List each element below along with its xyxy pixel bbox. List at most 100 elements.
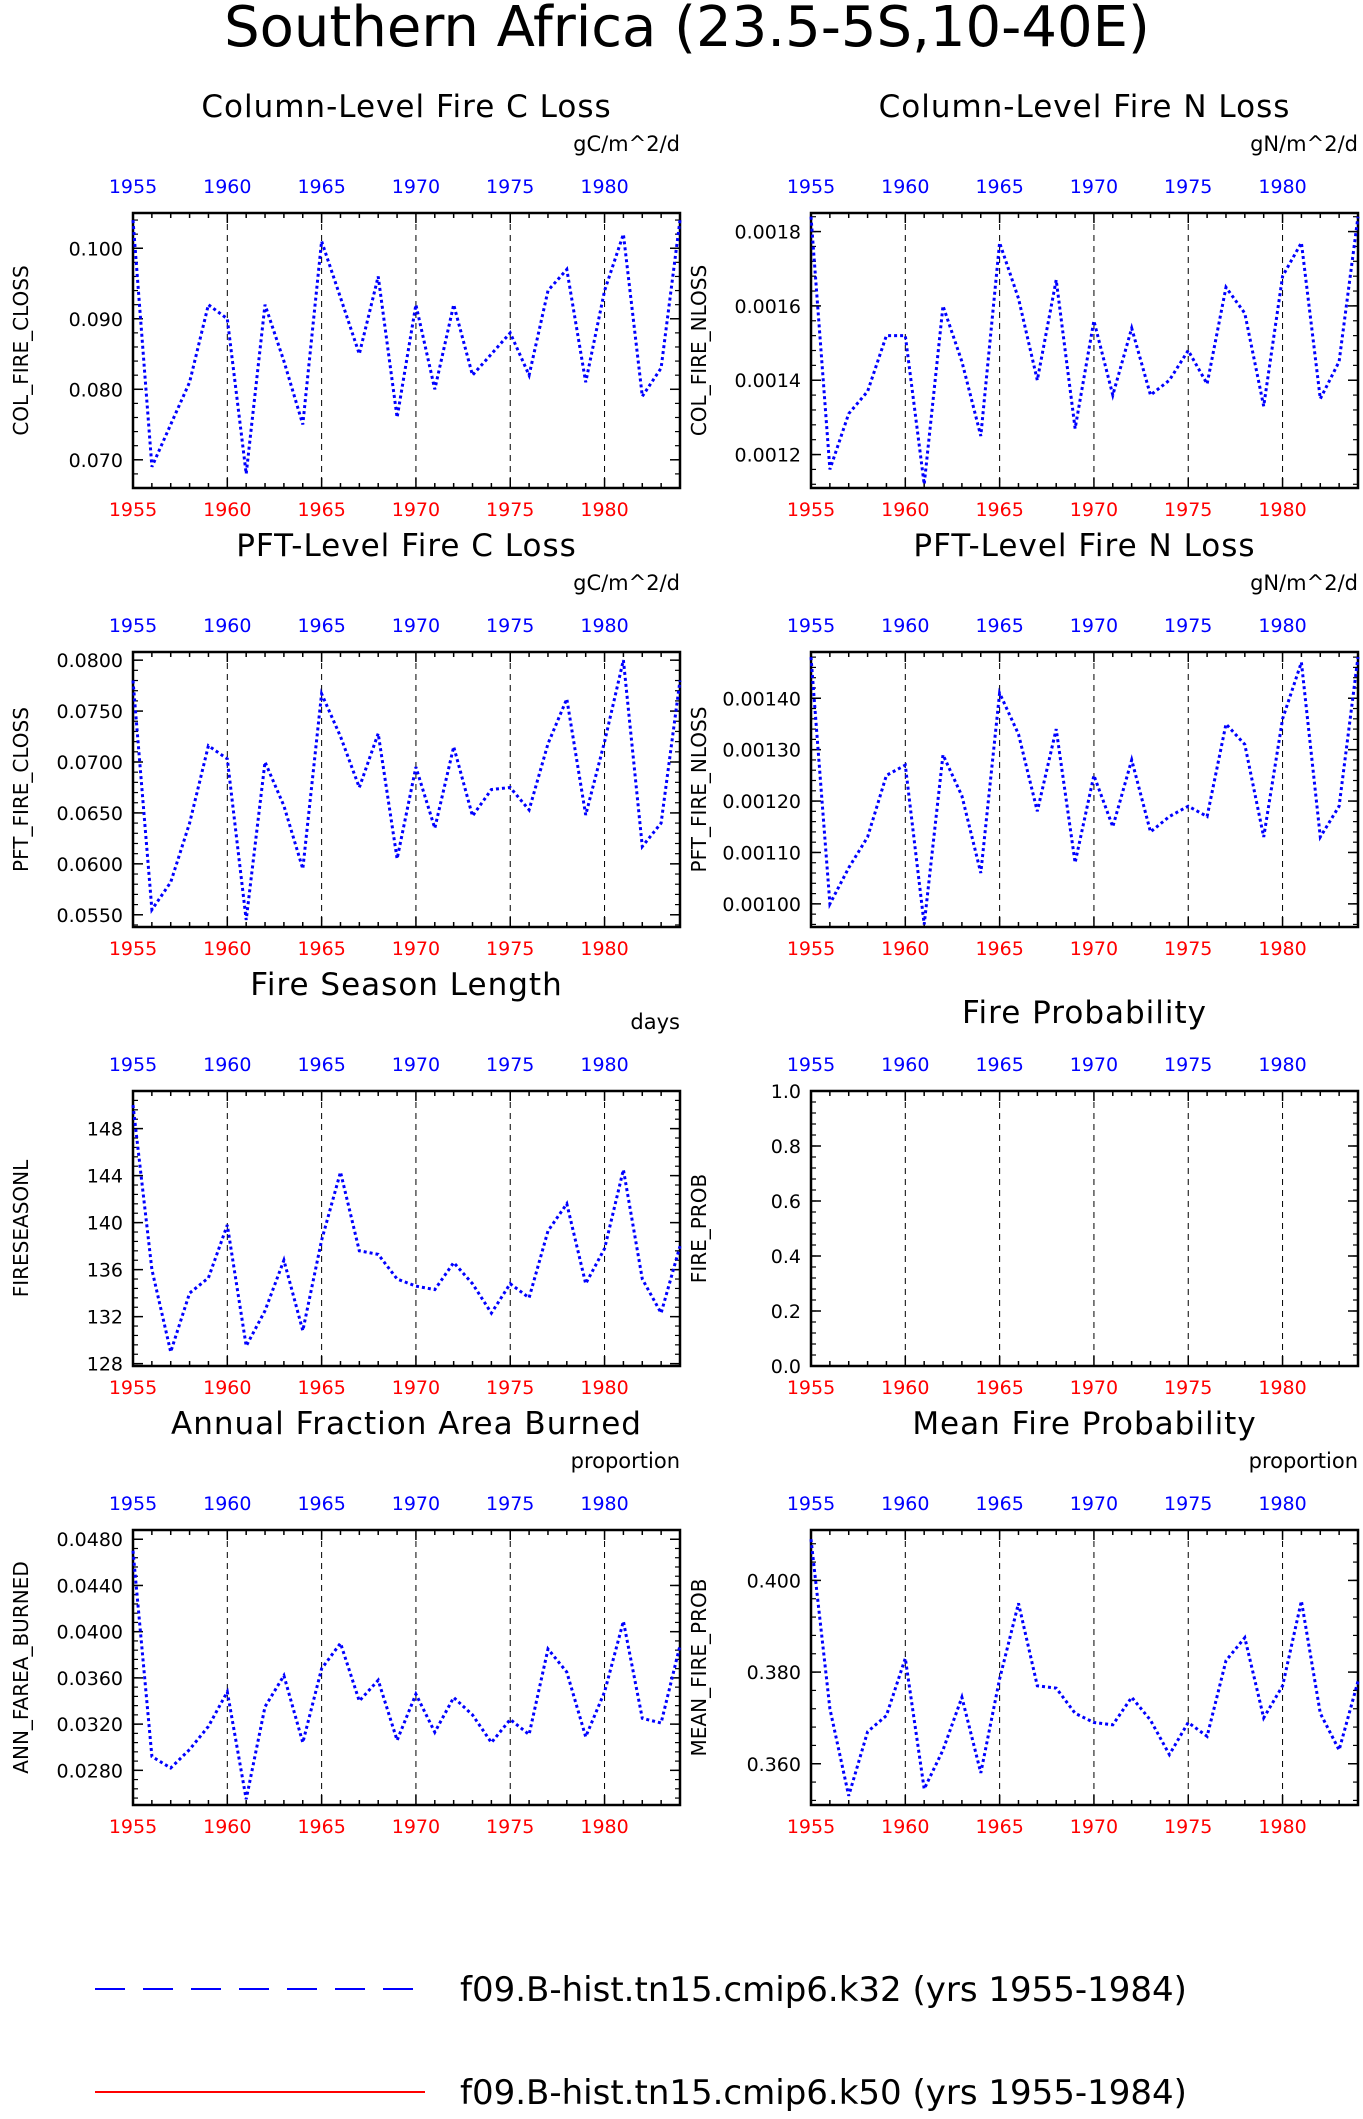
x-tick-label-top: 1965 (297, 176, 345, 198)
x-tick-label-bottom: 1980 (1258, 1377, 1306, 1399)
y-tick-label: 0.0012 (735, 445, 801, 467)
y-tick-label: 0.00120 (722, 791, 801, 813)
x-tick-label-bottom: 1970 (392, 1377, 440, 1399)
series-line-1 (131, 219, 682, 475)
x-tick-label-top: 1955 (109, 1493, 157, 1515)
x-tick-label-bottom: 1975 (486, 499, 534, 521)
x-tick-label-bottom: 1970 (392, 499, 440, 521)
x-tick-label-top: 1955 (109, 176, 157, 198)
y-tick-label: 1.0 (771, 1081, 801, 1103)
x-tick-label-bottom: 1980 (580, 1377, 628, 1399)
series-line-1 (131, 1550, 682, 1800)
x-tick-label-bottom: 1980 (1258, 1816, 1306, 1838)
y-tick-label: 0.400 (747, 1570, 801, 1592)
chart-title: Column-Level Fire N Loss (879, 89, 1291, 125)
x-tick-label-top: 1965 (975, 1054, 1023, 1076)
x-tick-label-bottom: 1970 (1070, 1377, 1118, 1399)
y-tick-label: 0.100 (69, 238, 123, 260)
x-tick-label-bottom: 1970 (1070, 1816, 1118, 1838)
series-line-1 (809, 1539, 1360, 1797)
chart-panel-2: Column-Level Fire N Loss gN/m^2/d 1955 1955… (687, 89, 1360, 521)
y-axis-label: FIRE_PROB (687, 1174, 711, 1283)
units-label: days (630, 1010, 680, 1034)
chart-title: Mean Fire Probability (912, 1406, 1256, 1442)
x-tick-label-top: 1955 (109, 615, 157, 637)
y-tick-label: 0.2 (771, 1301, 801, 1323)
x-tick-label-top: 1960 (203, 1054, 251, 1076)
chart-title: Column-Level Fire C Loss (201, 89, 611, 125)
y-axis-label: ANN_FAREA_BURNED (9, 1561, 33, 1773)
x-tick-label-bottom: 1955 (109, 1377, 157, 1399)
y-tick-label: 0.0280 (57, 1760, 123, 1782)
x-tick-label-bottom: 1965 (975, 1377, 1023, 1399)
y-axis-label: PFT_FIRE_NLOSS (687, 707, 711, 873)
y-tick-label: 0.0600 (57, 854, 123, 876)
y-axis-label: COL_FIRE_CLOSS (9, 265, 33, 435)
x-tick-label-bottom: 1965 (297, 499, 345, 521)
y-tick-label: 0.360 (747, 1754, 801, 1776)
chart-panel-4: PFT-Level Fire N Loss gN/m^2/d 1955 1955 196… (687, 528, 1360, 960)
x-tick-label-bottom: 1980 (1258, 499, 1306, 521)
plot-frame (131, 1528, 682, 1807)
series-line-1 (809, 216, 1360, 485)
x-tick-label-bottom: 1960 (881, 1377, 929, 1399)
y-axis-label: PFT_FIRE_CLOSS (9, 707, 33, 872)
x-tick-label-top: 1955 (787, 1054, 835, 1076)
y-tick-label: 0.0550 (57, 905, 123, 927)
y-tick-label: 0.00130 (722, 740, 801, 762)
x-tick-label-bottom: 1965 (975, 938, 1023, 960)
x-tick-label-top: 1965 (975, 615, 1023, 637)
x-tick-label-top: 1965 (297, 1493, 345, 1515)
y-tick-label: 132 (87, 1307, 123, 1329)
chart-panel-6: Fire Probability 1955 1955 1960 1960 1965 1965… (687, 995, 1360, 1399)
plot-frame (131, 1089, 682, 1368)
x-tick-label-top: 1975 (1164, 176, 1212, 198)
x-tick-label-top: 1970 (1070, 176, 1118, 198)
x-tick-label-top: 1980 (580, 1493, 628, 1515)
x-tick-label-top: 1975 (1164, 1493, 1212, 1515)
x-tick-label-bottom: 1975 (1164, 938, 1212, 960)
y-tick-label: 0.00140 (722, 688, 801, 710)
x-tick-label-bottom: 1960 (881, 1816, 929, 1838)
chart-panel-8: Mean Fire Probability proportion 1955 1955 1… (687, 1406, 1360, 1838)
x-tick-label-bottom: 1975 (486, 938, 534, 960)
y-tick-label: 0.4 (771, 1246, 801, 1268)
plot-frame (131, 211, 682, 490)
x-tick-label-bottom: 1975 (486, 1377, 534, 1399)
x-tick-label-top: 1960 (203, 176, 251, 198)
x-tick-label-top: 1965 (297, 1054, 345, 1076)
units-label: gC/m^2/d (573, 571, 680, 595)
y-tick-label: 0.080 (69, 379, 123, 401)
y-tick-label: 0.0400 (57, 1622, 123, 1644)
x-tick-label-top: 1955 (787, 615, 835, 637)
chart-panel-1: Column-Level Fire C Loss gC/m^2/d 1955 1955… (9, 89, 682, 521)
y-tick-label: 0.00110 (722, 842, 801, 864)
x-tick-label-top: 1975 (1164, 615, 1212, 637)
y-tick-label: 0.0 (771, 1356, 801, 1378)
x-tick-label-bottom: 1955 (787, 1377, 835, 1399)
units-label: gN/m^2/d (1250, 571, 1358, 595)
x-tick-label-bottom: 1960 (203, 1816, 251, 1838)
plot-frame (809, 211, 1360, 490)
y-tick-label: 136 (87, 1260, 123, 1282)
y-tick-label: 0.0650 (57, 803, 123, 825)
legend-label-2: f09.B-hist.tn15.cmip6.k50 (yrs 1955-1984… (460, 2073, 1187, 2113)
x-tick-label-top: 1975 (486, 1054, 534, 1076)
units-label: proportion (571, 1449, 680, 1473)
x-tick-label-bottom: 1970 (1070, 938, 1118, 960)
x-tick-label-top: 1955 (109, 1054, 157, 1076)
x-tick-label-bottom: 1965 (297, 1816, 345, 1838)
x-tick-label-top: 1980 (1258, 615, 1306, 637)
chart-title: PFT-Level Fire N Loss (913, 528, 1255, 564)
plot-frame (131, 650, 682, 929)
x-tick-label-top: 1975 (486, 1493, 534, 1515)
y-tick-label: 0.090 (69, 309, 123, 331)
x-tick-label-bottom: 1955 (109, 499, 157, 521)
x-tick-label-bottom: 1980 (580, 499, 628, 521)
x-tick-label-top: 1965 (297, 615, 345, 637)
x-tick-label-bottom: 1980 (1258, 938, 1306, 960)
figure-title: Southern Africa (23.5-5S,10-40E) (224, 0, 1150, 60)
y-tick-label: 0.0360 (57, 1668, 123, 1690)
x-tick-label-top: 1970 (1070, 1054, 1118, 1076)
